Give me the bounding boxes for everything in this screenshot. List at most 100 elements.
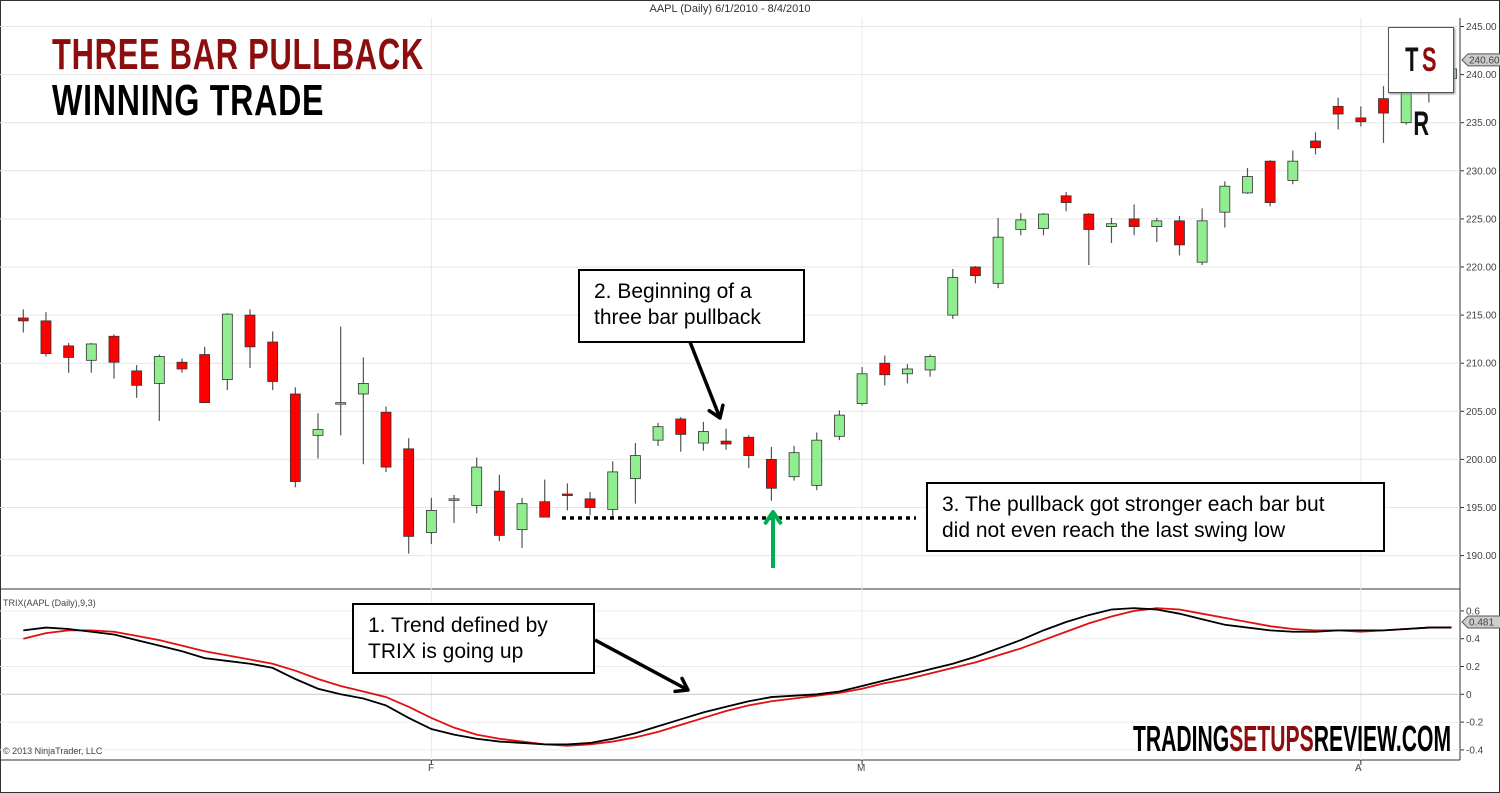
subheadline: WINNING TRADE <box>52 76 325 125</box>
candle-body-up <box>698 431 709 444</box>
trix-last-value-bg <box>1461 615 1500 629</box>
candle-body-down <box>1060 195 1072 203</box>
candle-body-down <box>561 493 573 496</box>
candle-body-down <box>1355 117 1367 123</box>
candle-body-down <box>1264 160 1276 203</box>
candle-body-down <box>380 411 392 468</box>
candle-body-down <box>539 501 551 518</box>
candle-body-up <box>1038 213 1049 229</box>
price-tick-label: 235.00 <box>1466 118 1497 129</box>
price-tick-label: 200.00 <box>1466 455 1497 466</box>
candle-body-down <box>17 317 29 322</box>
candle-body-down <box>403 448 415 537</box>
candle-body-down <box>1174 220 1185 246</box>
candle-body-down <box>1378 98 1389 114</box>
chart-title: AAPL (Daily) 6/1/2010 - 8/4/2010 <box>649 3 811 15</box>
candle-body-down <box>743 436 755 456</box>
x-tick-label: A <box>1355 763 1362 774</box>
candle-body-up <box>652 426 664 441</box>
candle-body-down <box>40 320 52 354</box>
pullback-arrow-icon <box>688 341 722 419</box>
brand-watermark: TRADINGSETUPSREVIEW.COM <box>1133 718 1451 760</box>
price-tick-label: 245.00 <box>1466 22 1497 33</box>
candle-body-down <box>244 314 256 348</box>
pullback-arrow-icon-head <box>707 403 725 420</box>
price-tick-label: 210.00 <box>1466 359 1497 370</box>
candle-body-down <box>267 341 279 382</box>
tsr-logo: T SR <box>1388 27 1454 143</box>
price-tick-label: 205.00 <box>1466 407 1497 418</box>
candle-body-up <box>153 356 165 384</box>
brand-prefix: TRADING <box>1133 718 1230 759</box>
candle-body-down <box>493 490 505 536</box>
candle-body-up <box>856 373 868 405</box>
candle-body-up <box>992 236 1004 284</box>
copyright: © 2013 NinjaTrader, LLC <box>3 746 103 756</box>
note2-line1: 2. Beginning of a <box>594 280 752 303</box>
candle-body-up <box>357 383 369 395</box>
price-tick-label: 190.00 <box>1466 551 1497 562</box>
candle-body-down <box>1083 213 1095 230</box>
annotation-trix-trend: 1. Trend defined by TRIX is going up <box>352 603 595 674</box>
candle-body-down <box>176 361 188 370</box>
price-tick-label: 240.00 <box>1466 70 1497 81</box>
candle-body-up <box>788 452 800 478</box>
candle-body-up <box>1242 176 1253 194</box>
note2-line2: three bar pullback <box>594 306 761 329</box>
note1-line2: TRIX is going up <box>368 640 524 663</box>
trix-tick-label: 0.6 <box>1466 606 1480 617</box>
candle-body-up <box>1151 220 1163 227</box>
price-last-value: 240.60 <box>1469 55 1500 66</box>
brand-suffix: REVIEW.COM <box>1313 718 1452 759</box>
candle-body-up <box>924 356 936 371</box>
price-tick-label: 225.00 <box>1466 214 1497 225</box>
trix-last-value: 0.481 <box>1469 617 1494 628</box>
candle-body-up <box>629 455 641 480</box>
candle-body-down <box>584 498 596 508</box>
candle-body-down <box>1128 218 1140 227</box>
annotation-swing-low: 3. The pullback got stronger each bar bu… <box>926 482 1385 552</box>
trix-arrow-icon-head <box>673 676 690 694</box>
candle-body-up <box>1219 185 1231 213</box>
trix-arrow-icon <box>594 638 689 692</box>
candle-body-down <box>199 354 211 404</box>
brand-highlight: SETUPS <box>1229 718 1314 759</box>
trix-line <box>23 607 1452 746</box>
candle-body-up <box>312 429 324 436</box>
candle-body-down <box>63 345 75 358</box>
candle-body-up <box>425 509 437 533</box>
trix-tick-label: 0.4 <box>1466 634 1480 645</box>
candle-body-down <box>131 370 143 386</box>
candle-body-down <box>289 393 301 482</box>
candle-body-up <box>902 368 913 375</box>
candle-body-up <box>1287 160 1299 181</box>
note3-line1: 3. The pullback got stronger each bar bu… <box>942 493 1325 516</box>
candle-body-up <box>85 343 97 361</box>
trix-tick-label: 0 <box>1466 690 1472 701</box>
candle-body-up <box>221 313 233 380</box>
price-tick-label: 220.00 <box>1466 263 1497 274</box>
price-tick-label: 215.00 <box>1466 311 1497 322</box>
candle-body-up <box>471 466 483 506</box>
candle-body-up <box>448 498 460 501</box>
note1-line1: 1. Trend defined by <box>368 614 548 637</box>
x-tick-label: F <box>428 763 435 774</box>
trix-tick-label: 0.2 <box>1466 662 1480 673</box>
candle-body-up <box>516 503 528 531</box>
candle-body-up <box>1015 219 1027 230</box>
headline: THREE BAR PULLBACK <box>52 30 424 79</box>
trix-signal-line <box>23 607 1452 747</box>
price-tick-label: 230.00 <box>1466 166 1497 177</box>
candle-body-down <box>766 458 777 489</box>
candle-body-down <box>1332 105 1344 115</box>
tsr-logo-text: T SR <box>1405 41 1437 143</box>
candle-body-down <box>1310 140 1321 149</box>
trix-tick-label: -0.2 <box>1466 718 1484 729</box>
candle-body-up <box>947 277 959 316</box>
candle-body-down <box>108 335 120 363</box>
note3-line2: did not even reach the last swing low <box>942 519 1286 542</box>
candle-body-down <box>879 362 891 376</box>
candle-body-down <box>675 418 687 435</box>
annotation-beginning-pullback: 2. Beginning of a three bar pullback <box>578 269 805 343</box>
